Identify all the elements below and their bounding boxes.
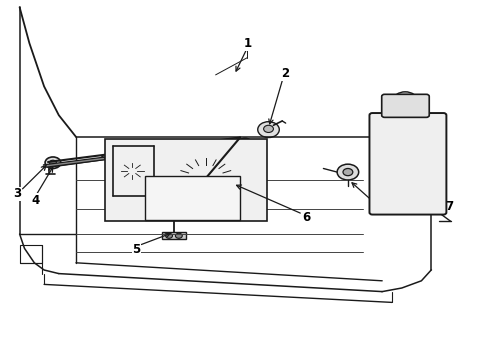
Circle shape	[258, 122, 279, 138]
Circle shape	[177, 157, 234, 199]
Text: 8: 8	[376, 201, 384, 214]
Text: 7: 7	[445, 201, 453, 213]
Circle shape	[343, 168, 353, 176]
Text: 3: 3	[13, 187, 21, 200]
Text: 1: 1	[244, 37, 251, 50]
Circle shape	[393, 92, 417, 110]
Circle shape	[337, 164, 359, 180]
Polygon shape	[162, 232, 186, 239]
Circle shape	[120, 162, 145, 180]
Circle shape	[202, 175, 210, 181]
Circle shape	[175, 233, 182, 238]
Circle shape	[242, 141, 248, 145]
Text: 6: 6	[302, 211, 310, 224]
Circle shape	[195, 170, 217, 186]
Text: 4: 4	[31, 194, 39, 207]
FancyBboxPatch shape	[382, 94, 429, 117]
Circle shape	[112, 156, 153, 186]
Text: 5: 5	[132, 243, 140, 256]
Circle shape	[127, 167, 137, 175]
Circle shape	[45, 157, 61, 168]
Circle shape	[49, 160, 56, 165]
Polygon shape	[145, 176, 240, 220]
Polygon shape	[105, 139, 267, 221]
FancyBboxPatch shape	[369, 113, 446, 215]
Text: 2: 2	[282, 67, 290, 80]
Circle shape	[166, 233, 172, 238]
Circle shape	[186, 164, 225, 193]
Circle shape	[238, 138, 252, 148]
Circle shape	[264, 125, 273, 132]
